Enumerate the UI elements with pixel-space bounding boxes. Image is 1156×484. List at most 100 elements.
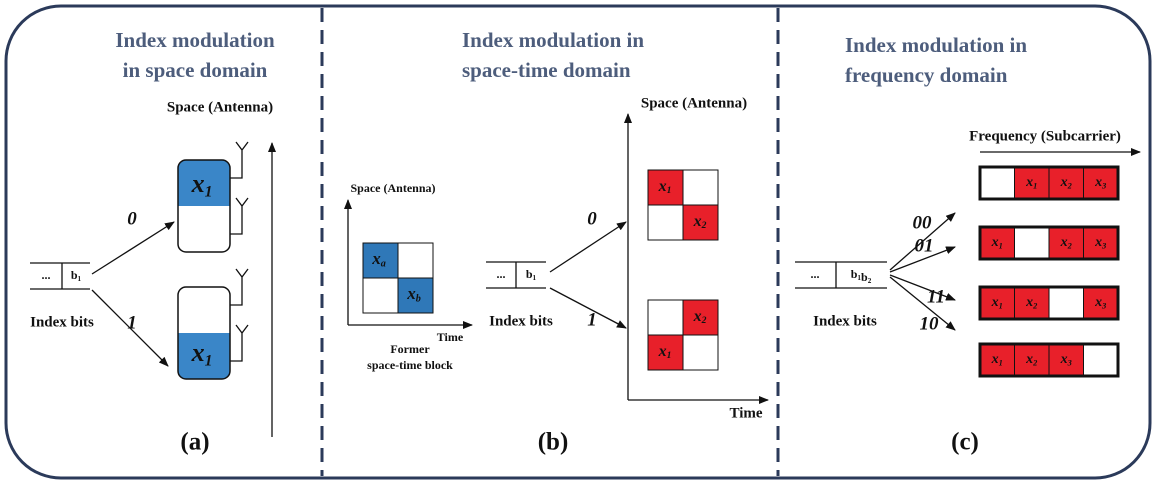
symbol-base: x <box>658 343 667 360</box>
symbol-sub: 1 <box>667 350 672 361</box>
symbol-base: b <box>71 268 78 282</box>
arrow <box>889 212 956 271</box>
symbol-sub: 1 <box>999 301 1003 310</box>
symbol: x3 <box>1094 295 1106 310</box>
dots: ... <box>42 268 51 282</box>
symbol-base: x <box>991 295 999 310</box>
symbol-sub: 1 <box>78 275 82 283</box>
symbol-sub: 2 <box>1032 301 1037 310</box>
title: Index modulation in <box>462 28 644 52</box>
cell <box>397 277 434 314</box>
branch: 10 <box>920 313 940 334</box>
arrow <box>889 246 956 273</box>
cell <box>682 204 719 241</box>
cell <box>647 299 684 336</box>
symbol-base: x <box>991 235 999 250</box>
symbol-base: x <box>191 169 205 198</box>
branch: 0 <box>587 208 597 229</box>
row-frame <box>978 225 1120 261</box>
dots: ... <box>497 267 506 281</box>
symbol: xb <box>406 284 421 305</box>
bits: b1 <box>71 268 82 283</box>
symbol: x1 <box>991 235 1003 250</box>
symbol: x3 <box>1094 175 1106 190</box>
symbol-sub: 1 <box>205 183 213 200</box>
symbol-sub: 1 <box>857 274 861 282</box>
axis-label: Space (Antenna) <box>641 95 747 111</box>
subcarrier <box>1083 343 1119 377</box>
axis-label: Space (Antenna) <box>167 99 273 115</box>
panel-a: Index modulation in space domain Space (… <box>30 28 276 456</box>
symbol-sub: 1 <box>1033 181 1037 190</box>
symbol: x1 <box>658 178 672 197</box>
axis-label: Time <box>437 330 464 344</box>
arrow <box>889 276 956 331</box>
symbol-base: x <box>1094 175 1102 190</box>
index-bits-label: Index bits <box>489 313 553 329</box>
symbol-sub: 2 <box>701 315 707 326</box>
symbol-sub: 3 <box>1101 241 1106 250</box>
subcarrier <box>979 166 1015 200</box>
symbol-base: x <box>693 213 702 230</box>
caption: (a) <box>180 429 209 456</box>
branch: 00 <box>913 212 933 233</box>
symbol-base: x <box>1025 352 1033 367</box>
arrow <box>91 289 169 367</box>
bits: b1b2 <box>851 267 872 285</box>
symbol-sub: 2 <box>701 220 707 231</box>
arrow <box>549 221 627 273</box>
panel-b: Index modulation in space-time domain Sp… <box>344 28 769 456</box>
symbol-base: x <box>1060 352 1068 367</box>
symbol-sub: b <box>416 294 421 305</box>
branch: 0 <box>127 208 137 229</box>
symbol-sub: 1 <box>205 352 213 369</box>
axis-label: Time <box>729 405 762 421</box>
symbol: x3 <box>1060 352 1072 367</box>
arrow <box>549 287 627 329</box>
symbol-base: x <box>693 308 702 325</box>
subcarrier <box>1014 286 1050 320</box>
symbol: x2 <box>1060 235 1072 250</box>
bits: b1 <box>526 267 537 282</box>
former-label: space-time block <box>367 358 453 372</box>
index-bits-label: Index bits <box>30 314 94 330</box>
symbol: x1 <box>191 338 213 369</box>
symbol-base: x <box>1060 235 1068 250</box>
symbol: x1 <box>991 352 1003 367</box>
symbol-sub: 2 <box>1032 358 1037 367</box>
symbol-sub: 3 <box>1067 358 1072 367</box>
symbol-sub: a <box>381 259 386 270</box>
subcarrier <box>979 226 1015 260</box>
former-label: Former <box>390 342 430 356</box>
symbol-base: x <box>1060 175 1068 190</box>
cell <box>397 242 434 279</box>
symbol-base: x <box>1094 235 1102 250</box>
symbol: x1 <box>1025 175 1037 190</box>
cell <box>647 334 684 371</box>
symbol-sub: 1 <box>999 241 1003 250</box>
symbol-base: b <box>526 267 533 281</box>
symbol: x1 <box>658 343 672 362</box>
title: frequency domain <box>845 63 1008 87</box>
symbol: x2 <box>693 308 707 327</box>
cell <box>682 169 719 206</box>
symbol: x3 <box>1094 235 1106 250</box>
cell <box>682 299 719 336</box>
title: Index modulation in <box>845 33 1027 57</box>
symbol: xa <box>371 249 386 270</box>
symbol-sub: 1 <box>533 274 537 282</box>
symbol: x1 <box>191 169 213 200</box>
panel-c: Index modulation in frequency domain Fre… <box>795 33 1141 456</box>
symbol-base: x <box>1025 295 1033 310</box>
title: space-time domain <box>462 58 631 82</box>
subcarrier <box>1048 286 1084 320</box>
caption: (b) <box>538 429 569 456</box>
symbol: x2 <box>693 213 707 232</box>
dots: ... <box>811 267 820 281</box>
symbol-base: x <box>1094 295 1102 310</box>
symbol-base: x <box>406 284 416 303</box>
row-frame <box>978 165 1120 201</box>
symbol-base: b <box>851 267 858 281</box>
